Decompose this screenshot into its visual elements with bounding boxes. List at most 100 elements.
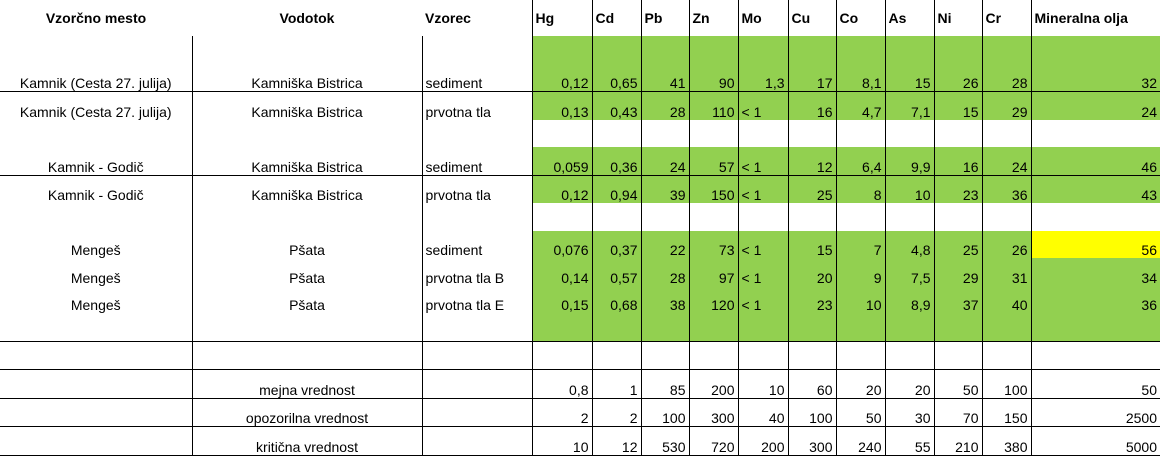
measurement-cell: 24 xyxy=(640,147,689,175)
limit-value: 2 xyxy=(531,397,592,427)
measurement-cell: 0,94 xyxy=(591,174,641,203)
measurement-cell: 31 xyxy=(981,258,1031,286)
sample-type: prvotna tla xyxy=(421,174,532,203)
measurement-cell: 90 xyxy=(688,63,738,92)
measurement-cell xyxy=(640,119,689,147)
measurement-cell xyxy=(884,119,934,147)
sample-location xyxy=(0,36,192,64)
sample-type xyxy=(421,119,532,147)
empty-cell xyxy=(688,340,738,370)
measurement-cell: 8,1 xyxy=(835,63,885,92)
measurement-cell: 22 xyxy=(640,230,689,258)
measurement-cell: 16 xyxy=(933,147,982,175)
measurement-cell: 150 xyxy=(688,174,738,203)
measurement-cell xyxy=(933,119,982,147)
measurement-cell: 0,37 xyxy=(591,230,641,258)
watercourse xyxy=(191,313,422,341)
column-header: Co xyxy=(835,0,885,36)
measurement-cell: 0,57 xyxy=(591,258,641,286)
measurement-cell: 36 xyxy=(1030,285,1160,313)
empty-cell xyxy=(787,340,836,370)
measurement-cell xyxy=(933,313,982,341)
measurement-cell: 26 xyxy=(933,63,982,92)
measurement-cell xyxy=(981,36,1031,64)
measurement-cell xyxy=(835,36,885,64)
column-header: Hg xyxy=(531,0,592,36)
measurement-cell xyxy=(981,203,1031,231)
measurement-cell: 10 xyxy=(884,174,934,203)
limit-value: 10 xyxy=(531,426,592,456)
measurement-cell: 120 xyxy=(688,285,738,313)
measurement-cell xyxy=(591,313,641,341)
measurement-cell: 25 xyxy=(787,174,836,203)
measurement-cell: 8,9 xyxy=(884,285,934,313)
measurement-cell xyxy=(737,203,788,231)
sample-location: Kamnik - Godič xyxy=(47,158,144,175)
column-header: Cr xyxy=(981,0,1031,36)
empty-cell xyxy=(191,340,422,370)
measurement-cell: 38 xyxy=(640,285,689,313)
measurement-cell: 4,7 xyxy=(835,91,885,120)
measurement-cell xyxy=(884,203,934,231)
table-row: Kamnik - Godič Kamniška Bistrica prvotna t… xyxy=(0,174,1160,203)
table-row: Kamnik (Cesta 27. julija) Kamniška Bistri… xyxy=(0,91,1160,120)
sample-location xyxy=(0,313,192,341)
measurement-cell xyxy=(591,119,641,147)
measurement-cell xyxy=(531,313,592,341)
measurement-cell: 23 xyxy=(933,174,982,203)
measurement-cell: 41 xyxy=(640,63,689,92)
measurement-cell: 17 xyxy=(787,63,836,92)
table-row: Kamnik - Godič Kamniška Bistrica sediment 0… xyxy=(0,147,1160,175)
limit-row: mejna vrednost 0,8 1 85 200 10 60 20 20 50 100 50 xyxy=(0,369,1160,398)
empty-cell xyxy=(531,340,592,370)
empty-cell xyxy=(737,340,788,370)
column-header: Ni xyxy=(933,0,982,36)
table-row: Kamnik (Cesta 27. julija) Kamniška Bistri… xyxy=(0,63,1160,92)
limit-value: 210 xyxy=(933,426,982,456)
measurement-cell xyxy=(933,36,982,64)
measurement-cell xyxy=(787,119,836,147)
limit-value: 5000 xyxy=(1030,426,1160,456)
measurement-cell: < 1 xyxy=(737,285,788,313)
empty-cell xyxy=(421,397,532,427)
limit-value: 20 xyxy=(835,369,885,398)
column-header: Cu xyxy=(787,0,836,36)
measurement-cell: 15 xyxy=(933,91,982,120)
measurement-cell xyxy=(1030,203,1160,231)
measurement-cell: 12 xyxy=(787,147,836,175)
measurement-cell: 6,4 xyxy=(835,147,885,175)
measurement-cell xyxy=(688,119,738,147)
table-row: Mengeš Pšata sediment 0,076 0,37 22 73 < 1 15 7 4,… xyxy=(0,230,1160,258)
measurement-cell xyxy=(884,313,934,341)
sample-type: prvotna tla E xyxy=(421,285,532,313)
measurement-cell xyxy=(531,36,592,64)
measurement-cell: 28 xyxy=(981,63,1031,92)
measurement-cell: 20 xyxy=(787,258,836,286)
column-header: Zn xyxy=(688,0,738,36)
measurement-cell xyxy=(737,119,788,147)
sample-type: sediment xyxy=(421,147,532,175)
measurement-cell: 0,12 xyxy=(531,63,592,92)
measurement-cell: 15 xyxy=(787,230,836,258)
sample-location xyxy=(0,120,192,148)
measurement-cell: 0,36 xyxy=(591,147,641,175)
measurement-cell: 9,9 xyxy=(884,147,934,175)
measurement-cell xyxy=(884,36,934,64)
limit-value: 10 xyxy=(737,369,788,398)
table-row xyxy=(0,313,1160,341)
column-header: Vzorec xyxy=(425,10,471,26)
sample-type xyxy=(421,313,532,341)
limit-value: 40 xyxy=(737,397,788,427)
measurement-cell xyxy=(591,203,641,231)
limit-label: kritična vrednost xyxy=(191,426,422,456)
measurement-cell: 7,5 xyxy=(884,258,934,286)
measurement-cell xyxy=(1030,313,1160,341)
header-row: Vzorčno mesto Vodotok Vzorec Hg Cd Pb Zn Mo Cu Co… xyxy=(0,0,1160,36)
measurement-cell: 0,68 xyxy=(591,285,641,313)
limit-value: 300 xyxy=(787,426,836,456)
separator-row xyxy=(0,340,1160,370)
measurement-cell: 24 xyxy=(1030,91,1160,120)
limit-value: 55 xyxy=(884,426,934,456)
measurement-cell: 26 xyxy=(981,230,1031,258)
